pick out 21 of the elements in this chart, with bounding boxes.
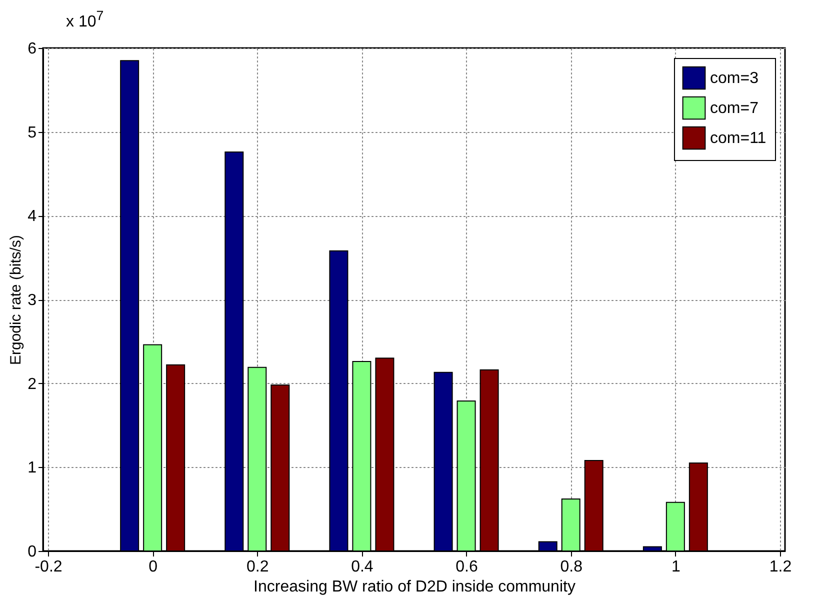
x-tick-label: 0.2 [246,558,269,576]
y-tick-label: 3 [28,292,37,309]
legend-label: com=3 [710,70,759,87]
y-tick-label: 5 [28,124,37,142]
y-tick-label: 6 [28,40,37,58]
x-tick-label: -0.2 [34,558,62,576]
y-tick-label: 4 [28,208,37,226]
legend-label: com=11 [710,130,766,147]
y-tick-label: 2 [28,376,37,393]
x-tick-label: 0 [148,558,158,576]
x-tick-label: 0.6 [456,558,478,576]
text: x 10$^{7}$ [66,8,104,32]
legend-label: com=7 [710,100,759,117]
x-axis-title: Increasing BW ratio of D2D inside community [254,578,576,596]
x-tick-label: 1.2 [769,558,792,576]
y-axis-title: Ergodic rate (bits/s) [8,234,25,366]
y-tick-label: 1 [28,460,37,477]
y-tick-label: 0 [28,544,37,560]
x-tick-label: 0.4 [351,558,374,576]
x-tick-label: 0.8 [560,558,583,576]
x-tick-label: 1 [671,558,680,576]
